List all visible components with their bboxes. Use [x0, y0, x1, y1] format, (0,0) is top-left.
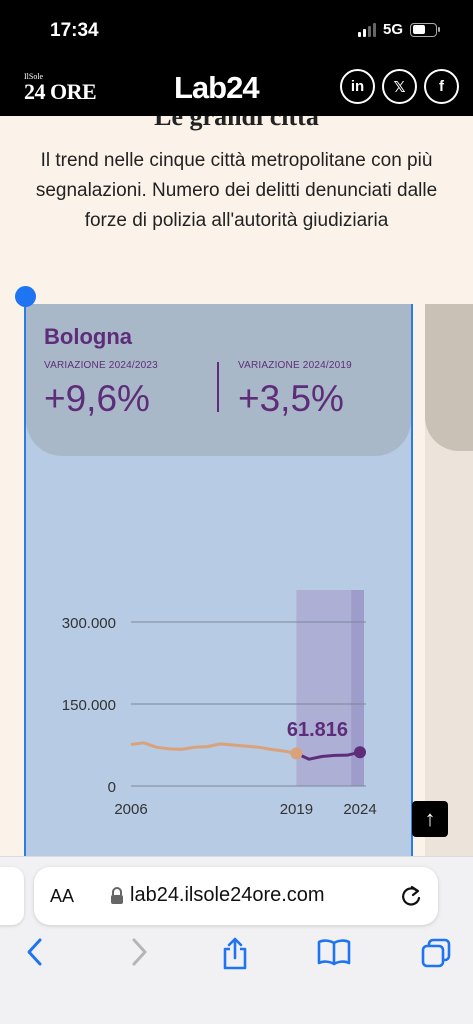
network-label: 5G	[382, 21, 403, 38]
point-2024	[354, 746, 366, 759]
carousel-handle[interactable]	[15, 286, 36, 307]
status-icons: 5G	[357, 21, 440, 38]
y-tick-label: 300.000	[62, 615, 116, 632]
trend-chart: 300.000 150.000 0 2006 2019 2024 61.816	[62, 590, 377, 818]
logo-main-text: 24 ORE	[24, 79, 97, 104]
y-tick-label: 0	[108, 779, 116, 796]
logo-top-text: IlSole	[24, 72, 44, 81]
series-line-post-2019	[295, 750, 361, 761]
card-summary: Bologna VARIAZIONE 2024/2023 +9,6% VARIA…	[26, 304, 411, 456]
lab24-logo[interactable]: Lab24	[174, 70, 260, 105]
x-tick-label: 2024	[343, 801, 376, 818]
signal-icon	[357, 22, 376, 37]
variation-divider	[217, 362, 219, 412]
period-highlight-band-latest	[351, 590, 364, 786]
status-bar: 17:34 5G	[0, 0, 473, 60]
series-line-pre-2019	[130, 741, 297, 755]
status-time: 17:34	[50, 20, 99, 41]
variation-label-2: VARIAZIONE 2024/2019	[238, 360, 352, 371]
reload-icon[interactable]	[400, 884, 422, 908]
lock-icon	[111, 887, 123, 904]
x-tick-label: 2019	[280, 801, 313, 818]
scroll-to-top-button[interactable]: ↑	[412, 801, 448, 837]
variation-value-2: +3,5%	[238, 378, 344, 419]
section-subtitle: Il trend nelle cinque città metropolitan…	[35, 150, 438, 231]
y-tick-label: 150.000	[62, 697, 116, 714]
variation-label-1: VARIAZIONE 2024/2023	[44, 360, 158, 371]
linkedin-icon[interactable]: in	[340, 69, 375, 104]
city-name: Bologna	[44, 324, 132, 349]
url-text[interactable]: lab24.ilsole24ore.com	[130, 884, 325, 906]
carousel-track	[24, 304, 26, 856]
section-title: Le grandi città	[154, 116, 319, 131]
sole24ore-logo[interactable]: IlSole 24 ORE	[24, 73, 102, 103]
next-city-card[interactable]	[425, 304, 473, 856]
address-bar[interactable]: AA lab24.ilsole24ore.com	[34, 867, 438, 925]
facebook-icon[interactable]: f	[424, 69, 459, 104]
city-card: Bologna VARIAZIONE 2024/2023 +9,6% VARIA…	[26, 304, 413, 856]
social-links: in 𝕏 f	[340, 69, 459, 104]
bookmarks-icon[interactable]	[316, 937, 352, 967]
x-tick-label: 2006	[114, 801, 147, 818]
article-page: Le grandi città Il trend nelle cinque ci…	[0, 116, 473, 856]
tabs-icon[interactable]	[420, 937, 452, 969]
share-icon[interactable]	[220, 937, 250, 971]
point-2019	[290, 747, 303, 760]
variation-value-1: +9,6%	[44, 378, 150, 419]
battery-icon	[410, 22, 440, 37]
reader-options-button[interactable]: AA	[50, 886, 75, 906]
browser-toolbar	[0, 937, 473, 983]
previous-tab-stub[interactable]	[0, 867, 24, 925]
forward-icon[interactable]	[128, 937, 150, 967]
value-label-2024: 61.816	[287, 719, 348, 741]
browser-chrome: AA lab24.ilsole24ore.com	[0, 856, 473, 1024]
x-icon[interactable]: 𝕏	[382, 69, 417, 104]
site-header: IlSole 24 ORE Lab24 in 𝕏 f	[0, 60, 473, 116]
back-icon[interactable]	[24, 937, 46, 967]
